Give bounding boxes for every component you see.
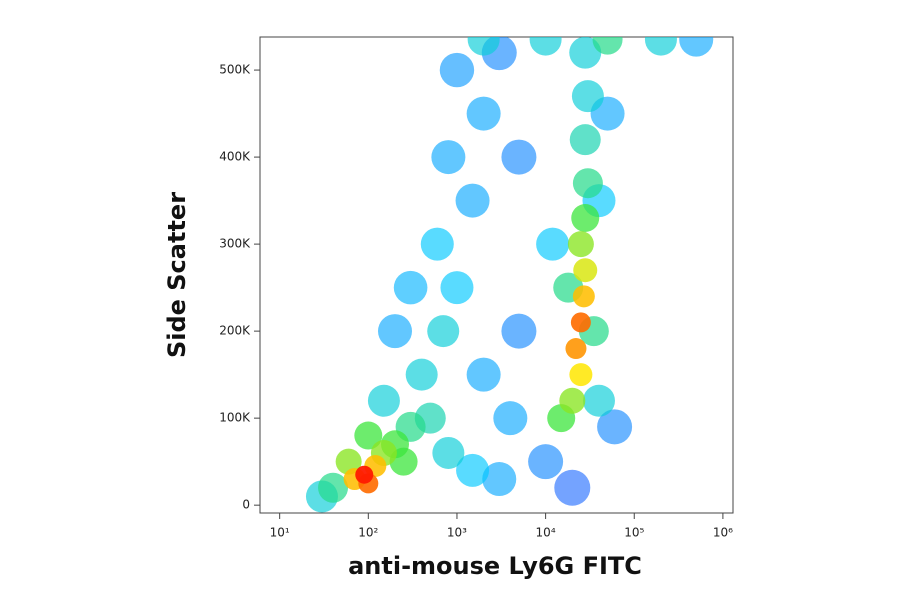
density-point xyxy=(567,231,594,258)
density-point xyxy=(420,227,454,261)
density-point xyxy=(467,37,500,56)
density-point xyxy=(405,358,438,391)
density-point xyxy=(455,183,490,218)
x-tick-label: 10⁴ xyxy=(536,526,556,540)
density-point xyxy=(569,124,601,156)
density-point xyxy=(456,453,490,487)
density-point xyxy=(569,363,593,387)
density-point xyxy=(432,436,465,469)
density-point xyxy=(569,37,602,69)
density-point xyxy=(439,52,475,88)
density-point xyxy=(354,421,383,450)
density-point xyxy=(529,37,562,56)
density-point xyxy=(466,357,501,392)
density-point xyxy=(570,312,591,333)
density-point xyxy=(644,37,677,56)
x-tick-label: 10¹ xyxy=(270,526,290,540)
y-tick-label: 200K xyxy=(219,324,251,338)
y-tick-label: 100K xyxy=(219,411,251,425)
x-tick-label: 10³ xyxy=(447,526,467,540)
x-tick-label: 10² xyxy=(358,526,378,540)
density-point xyxy=(571,204,600,233)
density-point xyxy=(482,462,517,497)
density-point xyxy=(554,469,591,506)
density-point xyxy=(592,37,623,55)
density-point xyxy=(573,258,598,283)
density-layer xyxy=(305,37,714,513)
y-tick-label: 400K xyxy=(219,150,251,164)
density-point xyxy=(367,384,400,417)
density-point xyxy=(559,387,586,414)
density-point xyxy=(440,271,474,305)
density-point xyxy=(427,315,460,348)
density-point xyxy=(355,465,374,484)
density-point xyxy=(501,313,537,349)
density-point xyxy=(582,384,615,417)
x-tick-label: 10⁵ xyxy=(624,526,644,540)
y-tick-label: 300K xyxy=(219,237,251,251)
y-axis-label: Side Scatter xyxy=(163,192,191,358)
density-point xyxy=(536,227,570,261)
density-point xyxy=(597,409,633,445)
density-point xyxy=(528,444,564,480)
density-point xyxy=(493,401,528,436)
density-point xyxy=(431,140,466,175)
density-point xyxy=(571,80,604,113)
density-point xyxy=(466,96,501,131)
density-point xyxy=(377,314,412,349)
x-tick-label: 10⁶ xyxy=(713,526,733,540)
density-point xyxy=(318,472,349,503)
x-axis-label: anti-mouse Ly6G FITC xyxy=(348,552,642,580)
density-point xyxy=(501,139,537,175)
density-point xyxy=(679,37,714,57)
density-point xyxy=(393,270,428,305)
density-point xyxy=(572,168,603,199)
density-point xyxy=(565,338,587,360)
density-point xyxy=(572,285,595,308)
y-tick-label: 0 xyxy=(242,498,250,512)
y-tick-label: 500K xyxy=(219,63,251,77)
